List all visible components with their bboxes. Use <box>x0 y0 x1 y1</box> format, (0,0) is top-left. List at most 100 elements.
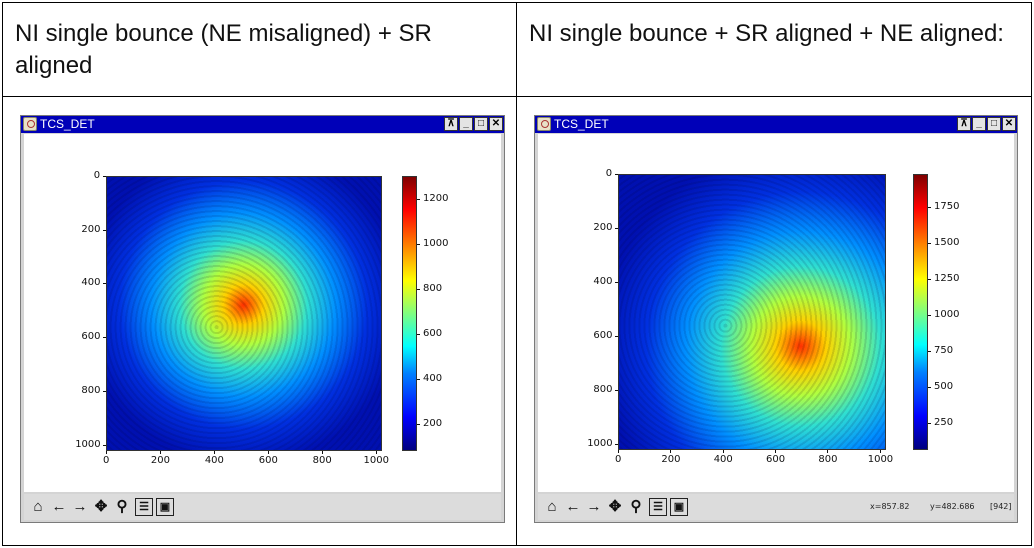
app-icon <box>537 117 551 131</box>
x-tick-label: 400 <box>713 454 733 465</box>
y-tick-mark <box>103 176 106 177</box>
x-tick-mark <box>213 451 215 454</box>
maximize-button[interactable]: □ <box>474 117 488 131</box>
y-tick-mark <box>615 443 618 445</box>
back-arrow-icon[interactable]: ← <box>51 498 67 515</box>
status-value: [942] <box>990 502 1012 511</box>
pan-icon[interactable]: ✥ <box>94 498 108 515</box>
colorbar-tick-label: 500 <box>934 380 954 392</box>
y-tick-mark <box>103 337 106 339</box>
y-tick-mark <box>615 227 618 229</box>
save-icon[interactable]: ▣ <box>670 498 688 516</box>
pin-button[interactable]: ⊼ <box>957 117 971 131</box>
colorbar-tick-label: 1750 <box>934 201 960 213</box>
colorbar <box>913 174 928 450</box>
colorbar-tick-mark <box>928 350 931 352</box>
colorbar-tick-label: 1200 <box>423 192 449 204</box>
x-tick-label: 800 <box>312 455 332 466</box>
minimize-button[interactable]: _ <box>972 117 986 131</box>
x-tick-label: 200 <box>150 455 170 466</box>
x-tick-label: 600 <box>766 454 786 465</box>
zoom-icon[interactable]: ⚲ <box>116 498 128 515</box>
header-right: NI single bounce + SR aligned + NE align… <box>516 2 1032 97</box>
pin-button[interactable]: ⊼ <box>444 117 458 131</box>
y-tick-mark <box>103 283 106 285</box>
window-titlebar[interactable]: TCS_DET ⊼ _ □ ✕ <box>535 116 1017 133</box>
plot-window-right[interactable]: TCS_DET ⊼ _ □ ✕ 0 200 400 600 800 1000 0 200 400… <box>534 115 1018 523</box>
colorbar-tick-mark <box>928 386 931 388</box>
x-tick-mark <box>827 450 829 453</box>
colorbar-tick-mark <box>928 278 931 280</box>
configure-icon[interactable]: ☰ <box>649 498 667 516</box>
plot-window-left[interactable]: TCS_DET ⊼ _ □ ✕ 0 200 400 600 800 1000 0 200 400… <box>20 115 505 523</box>
back-arrow-icon[interactable]: ← <box>565 498 581 515</box>
y-tick-label: 0 <box>605 168 613 179</box>
x-tick-mark <box>159 451 161 454</box>
detector-image[interactable] <box>106 176 382 451</box>
colorbar-tick-label: 800 <box>423 282 443 294</box>
colorbar-tick-label: 1000 <box>934 308 960 320</box>
colorbar-tick-mark <box>928 207 931 209</box>
maximize-button[interactable]: □ <box>987 117 1001 131</box>
colorbar-tick-mark <box>417 288 420 290</box>
pan-icon[interactable]: ✥ <box>608 498 622 515</box>
x-tick-label: 1000 <box>363 455 389 466</box>
speckle-pattern <box>619 175 885 449</box>
colorbar-tick-mark <box>417 333 420 335</box>
figure-canvas[interactable]: 0 200 400 600 800 1000 0 200 400 600 800 1000 1200 1… <box>24 134 501 492</box>
x-tick-mark <box>670 450 672 453</box>
y-tick-mark <box>615 174 618 175</box>
figure-canvas[interactable]: 0 200 400 600 800 1000 0 200 400 600 800 1000 1750 1… <box>538 134 1014 492</box>
colorbar-tick-mark <box>928 422 931 424</box>
home-icon[interactable]: ⌂ <box>547 498 557 515</box>
window-title: TCS_DET <box>40 117 95 131</box>
x-tick-label: 0 <box>103 455 110 466</box>
colorbar-tick-label: 1250 <box>934 272 960 284</box>
colorbar <box>402 176 417 451</box>
app-icon <box>23 117 37 131</box>
zoom-icon[interactable]: ⚲ <box>630 498 642 515</box>
close-button[interactable]: ✕ <box>489 117 503 131</box>
colorbar-tick-label: 400 <box>423 372 443 384</box>
y-tick-label: 400 <box>81 277 101 289</box>
y-tick-mark <box>615 281 618 283</box>
cell-left: TCS_DET ⊼ _ □ ✕ 0 200 400 600 800 1000 0 200 400… <box>2 96 517 546</box>
colorbar-tick-label: 1000 <box>423 237 449 249</box>
forward-arrow-icon[interactable]: → <box>72 498 88 515</box>
home-icon[interactable]: ⌂ <box>33 498 43 515</box>
y-tick-label: 600 <box>593 329 613 341</box>
y-tick-label: 1000 <box>587 437 613 449</box>
x-tick-mark <box>375 451 377 454</box>
colorbar-tick-label: 250 <box>934 416 954 428</box>
y-tick-label: 200 <box>593 221 613 233</box>
nav-toolbar: ⌂ ← → ✥ ⚲ ☰ ▣ x=857.82 y=482.686 [942] <box>538 494 1014 520</box>
x-tick-label: 1000 <box>867 454 894 465</box>
x-tick-label: 400 <box>204 455 224 466</box>
status-y: y=482.686 <box>930 502 975 511</box>
y-tick-mark <box>103 390 106 392</box>
colorbar-tick-label: 600 <box>423 327 443 339</box>
close-button[interactable]: ✕ <box>1002 117 1016 131</box>
y-tick-label: 800 <box>81 384 101 396</box>
intensity-map <box>619 175 885 449</box>
x-tick-label: 0 <box>615 454 622 465</box>
y-tick-mark <box>615 389 618 391</box>
y-tick-mark <box>103 444 106 446</box>
x-tick-mark <box>267 451 269 454</box>
save-icon[interactable]: ▣ <box>156 498 174 516</box>
y-tick-label: 600 <box>81 331 101 343</box>
cell-right: TCS_DET ⊼ _ □ ✕ 0 200 400 600 800 1000 0 200 400… <box>516 96 1032 546</box>
y-tick-label: 800 <box>593 383 613 395</box>
colorbar-tick-mark <box>417 423 420 425</box>
colorbar-tick-mark <box>928 314 931 316</box>
y-tick-mark <box>103 229 106 231</box>
forward-arrow-icon[interactable]: → <box>586 498 602 515</box>
configure-icon[interactable]: ☰ <box>135 498 153 516</box>
x-tick-mark <box>775 450 777 453</box>
colorbar-tick-label: 200 <box>423 417 443 429</box>
minimize-button[interactable]: _ <box>459 117 473 131</box>
x-tick-label: 200 <box>661 454 681 465</box>
x-tick-label: 800 <box>818 454 838 465</box>
window-titlebar[interactable]: TCS_DET ⊼ _ □ ✕ <box>21 116 504 133</box>
detector-image[interactable] <box>618 174 886 450</box>
